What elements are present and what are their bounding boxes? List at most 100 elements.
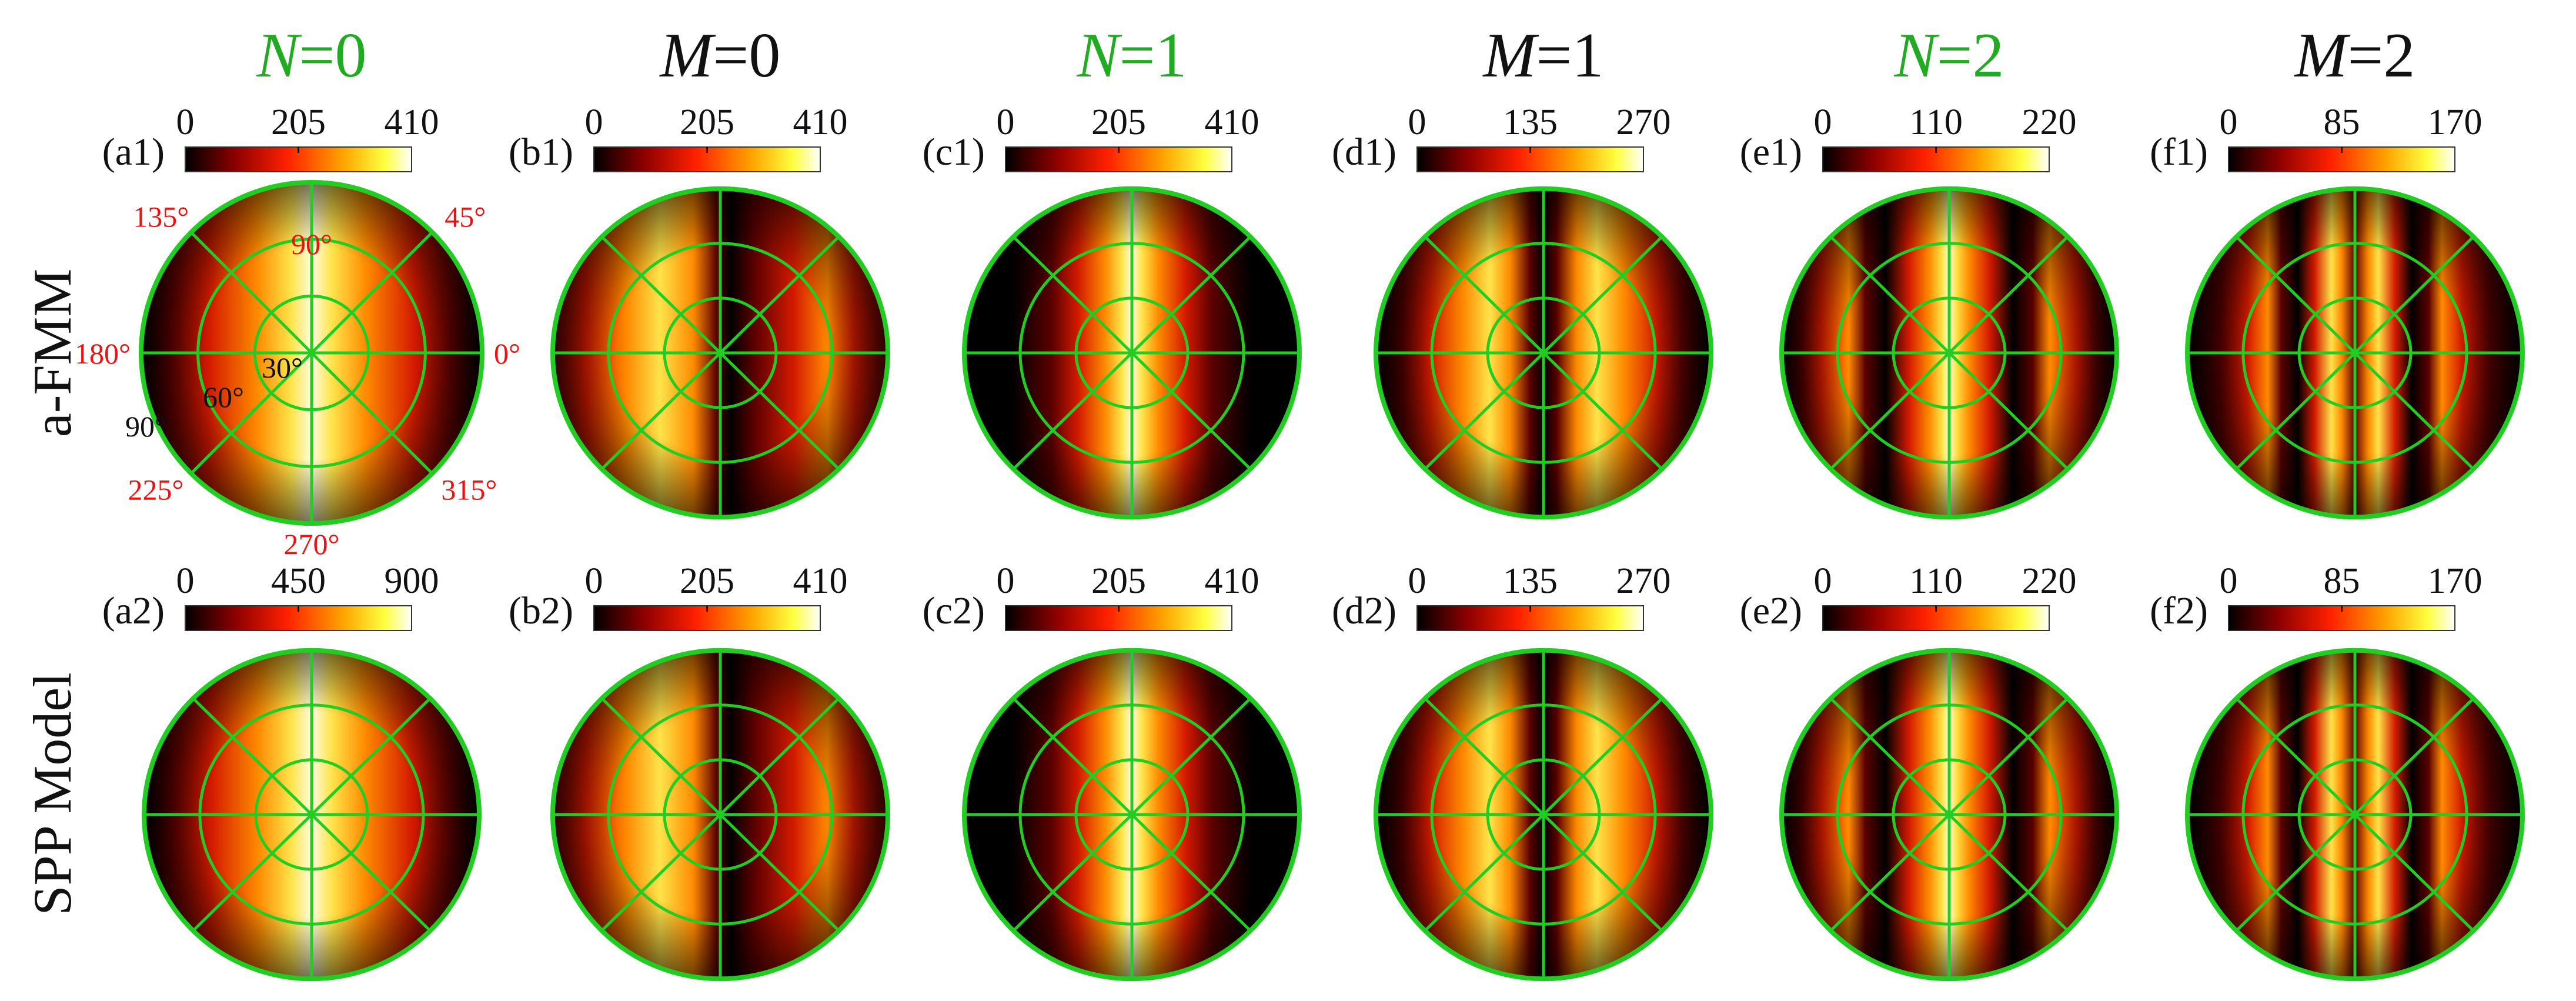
azimuth-label: 90° bbox=[291, 228, 332, 261]
colorbar-tick-label: 0 bbox=[176, 561, 195, 601]
column-title: M=1 bbox=[1482, 21, 1604, 91]
panel: (b2) 0 205 410 bbox=[509, 561, 890, 982]
colorbar-tick-label: 410 bbox=[793, 102, 848, 142]
panels: (a1) 0 205 410 0° 45° 90° 135° 180° 225° 270° 315° 3… bbox=[75, 102, 2525, 982]
colorbar-tick-label: 410 bbox=[1205, 102, 1259, 142]
polar-grid-spoke bbox=[192, 697, 432, 932]
panel-label: (f2) bbox=[2150, 589, 2208, 632]
polar-grid-spoke bbox=[2235, 235, 2475, 471]
panel: (f2) 0 85 170 bbox=[2150, 561, 2525, 982]
column-title-value: =1 bbox=[1536, 21, 1604, 91]
panel-label: (b2) bbox=[509, 589, 573, 632]
polar-angle-label: 30° bbox=[262, 351, 303, 384]
column-title-variable: N bbox=[1077, 21, 1123, 91]
panel: (b1) 0 205 410 bbox=[509, 102, 890, 520]
column-title-variable: M bbox=[1482, 21, 1539, 91]
panel-label: (b1) bbox=[509, 131, 573, 173]
column-title-value: =0 bbox=[299, 21, 367, 91]
colorbar-tick-label: 205 bbox=[1091, 561, 1146, 601]
column-title-value: =2 bbox=[2348, 21, 2415, 91]
colorbar-tick-label: 205 bbox=[271, 102, 326, 142]
colorbar-tick-label: 410 bbox=[793, 561, 848, 601]
panel: (d1) 0 135 270 bbox=[1332, 102, 1713, 520]
azimuth-label: 180° bbox=[75, 337, 131, 370]
panel-label: (d1) bbox=[1332, 131, 1396, 173]
colorbar-tick-label: 0 bbox=[585, 561, 603, 601]
colorbar-tick-label: 410 bbox=[1205, 561, 1259, 601]
colorbar-tick-label: 170 bbox=[2428, 561, 2483, 601]
row-labels: a-FMM SPP Model bbox=[22, 269, 82, 916]
panel-label: (c1) bbox=[923, 131, 985, 173]
column-title-value: =1 bbox=[1120, 21, 1187, 91]
colorbar-tick-label: 110 bbox=[1909, 561, 1963, 601]
row-label: SPP Model bbox=[22, 672, 82, 915]
colorbar-tick-label: 450 bbox=[271, 561, 326, 601]
colorbar-tick-label: 0 bbox=[997, 102, 1015, 142]
colorbar-tick-label: 205 bbox=[1091, 102, 1146, 142]
column-title-value: =0 bbox=[713, 21, 781, 91]
polar-grid-spoke bbox=[190, 231, 433, 475]
panel-label: (d2) bbox=[1332, 589, 1396, 632]
panel: (d2) 0 135 270 bbox=[1332, 561, 1713, 982]
panel-label: (f1) bbox=[2150, 131, 2208, 173]
panel: (c2) 0 205 410 bbox=[923, 561, 1302, 982]
polar-grid-spoke bbox=[600, 697, 840, 932]
azimuth-label: 270° bbox=[284, 528, 340, 560]
colorbar-tick-label: 270 bbox=[1616, 102, 1671, 142]
azimuth-label: 135° bbox=[133, 200, 189, 233]
azimuth-label: 45° bbox=[445, 200, 486, 233]
column-title: N=1 bbox=[1077, 21, 1187, 91]
polar-grid-spoke bbox=[1424, 235, 1663, 471]
polar-grid-spoke bbox=[2235, 697, 2475, 932]
column-title-value: =2 bbox=[1937, 21, 2004, 91]
panel: (a2) 0 450 900 bbox=[102, 561, 482, 982]
panel-label: (c2) bbox=[923, 589, 985, 632]
panel-label: (e1) bbox=[1740, 131, 1802, 173]
polar-grid-spoke bbox=[1829, 697, 2069, 932]
colorbar-tick-label: 170 bbox=[2428, 102, 2483, 142]
colorbar-tick-label: 135 bbox=[1503, 102, 1558, 142]
colorbar-tick-label: 205 bbox=[680, 102, 734, 142]
colorbar-tick-label: 900 bbox=[385, 561, 439, 601]
panel-label: (a2) bbox=[102, 589, 165, 632]
colorbar-tick-label: 0 bbox=[2220, 102, 2238, 142]
colorbar-tick-label: 220 bbox=[2022, 561, 2077, 601]
colorbar-tick-label: 135 bbox=[1503, 561, 1558, 601]
panel: (e2) 0 110 220 bbox=[1740, 561, 2119, 982]
panel-label: (e2) bbox=[1740, 589, 1802, 632]
colorbar-tick-label: 0 bbox=[1408, 102, 1426, 142]
colorbar-tick-label: 0 bbox=[997, 561, 1015, 601]
polar-grid-spoke bbox=[1012, 235, 1252, 471]
colorbar-tick-label: 85 bbox=[2324, 561, 2360, 601]
colorbar-tick-label: 220 bbox=[2022, 102, 2077, 142]
colorbar-tick-label: 0 bbox=[1408, 561, 1426, 601]
panel: (a1) 0 205 410 0° 45° 90° 135° 180° 225° 270° 315° 3… bbox=[75, 102, 520, 560]
polar-grid-spoke bbox=[1424, 697, 1663, 932]
panel: (e1) 0 110 220 bbox=[1740, 102, 2119, 520]
column-title: M=2 bbox=[2294, 21, 2415, 91]
panel: (f1) 0 85 170 bbox=[2150, 102, 2525, 520]
colorbar-tick-label: 410 bbox=[385, 102, 439, 142]
polar-grid-spoke bbox=[1012, 697, 1252, 932]
colorbar-tick-label: 0 bbox=[1814, 102, 1832, 142]
panel: (c1) 0 205 410 bbox=[923, 102, 1302, 520]
colorbar-tick-label: 110 bbox=[1909, 102, 1963, 142]
colorbar-tick-label: 0 bbox=[176, 102, 195, 142]
column-title: N=0 bbox=[256, 21, 367, 91]
column-title-variable: N bbox=[1894, 21, 1940, 91]
column-title-variable: M bbox=[659, 21, 716, 91]
polar-grid-spoke bbox=[600, 235, 840, 471]
row-label: a-FMM bbox=[22, 269, 82, 437]
column-title: N=2 bbox=[1894, 21, 2004, 91]
colorbar-tick-label: 0 bbox=[585, 102, 603, 142]
polar-grid-spoke bbox=[1829, 235, 2069, 471]
polar-angle-label: 90° bbox=[125, 410, 166, 443]
column-title-variable: M bbox=[2294, 21, 2351, 91]
colorbar-tick-label: 85 bbox=[2324, 102, 2360, 142]
azimuth-label: 225° bbox=[128, 473, 184, 506]
colorbar-tick-label: 270 bbox=[1616, 561, 1671, 601]
azimuth-label: 0° bbox=[494, 337, 520, 370]
colorbar-tick-label: 0 bbox=[1814, 561, 1832, 601]
colorbar-tick-label: 0 bbox=[2220, 561, 2238, 601]
